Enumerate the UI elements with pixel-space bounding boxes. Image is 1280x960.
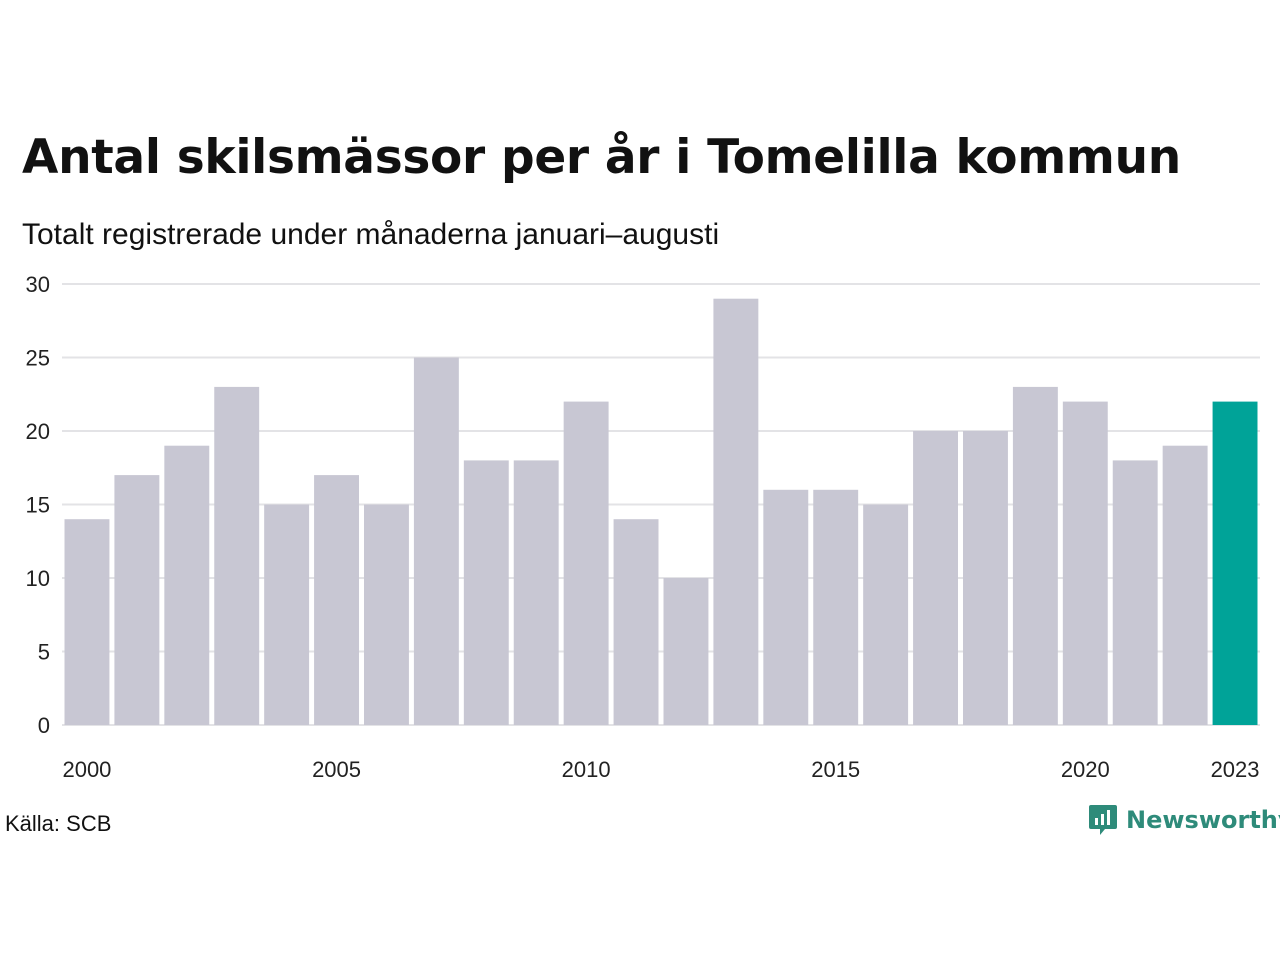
- bar-2014: [763, 489, 809, 725]
- brand-name: Newsworthy: [1126, 806, 1280, 834]
- bar-2012: [663, 578, 709, 725]
- bar-2017: [913, 431, 958, 725]
- grid-lines: [62, 283, 1260, 726]
- x-tick-label: 2000: [62, 757, 111, 782]
- bar-2016: [863, 504, 909, 725]
- bar-2002: [164, 445, 210, 725]
- y-tick-label: 15: [26, 493, 50, 518]
- y-tick-label: 0: [38, 713, 50, 738]
- bar-2007: [413, 357, 459, 725]
- bar-2013: [713, 298, 759, 725]
- bar-2018: [963, 431, 1008, 725]
- y-tick-label: 25: [26, 346, 50, 371]
- bar-2008: [463, 460, 509, 725]
- bar-2021: [1112, 460, 1158, 725]
- x-axis-ticks: 2000 2005 2010 2015 2020 2023: [62, 757, 1259, 782]
- bar-2000: [64, 519, 110, 725]
- x-tick-label: 2015: [811, 757, 860, 782]
- source-note: Källa: SCB: [5, 811, 112, 836]
- x-tick-label: 2020: [1061, 757, 1110, 782]
- y-axis-ticks: 0 5 10 15 20 25 30: [26, 272, 50, 738]
- y-tick-label: 30: [26, 272, 50, 297]
- bar-2001: [114, 475, 160, 725]
- bar-2010: [563, 401, 609, 725]
- bar-2009: [513, 460, 559, 725]
- y-tick-label: 5: [38, 640, 50, 665]
- chart-subtitle: Totalt registrerade under månaderna janu…: [22, 218, 720, 251]
- y-tick-label: 20: [26, 419, 50, 444]
- chart-title: Antal skilsmässor per år i Tomelilla kom…: [22, 130, 1181, 185]
- bar-2004: [264, 504, 310, 725]
- bars: [64, 298, 1258, 725]
- newsworthy-logo-icon: [1089, 805, 1117, 835]
- bar-2006: [364, 504, 409, 725]
- x-tick-label: 2023: [1211, 757, 1260, 782]
- bar-2023: [1212, 401, 1258, 725]
- bar-2019: [1012, 386, 1058, 725]
- bar-2003: [214, 386, 260, 725]
- brand-logo: Newsworthy: [1088, 803, 1280, 837]
- bar-2022: [1162, 445, 1208, 725]
- bar-2015: [813, 489, 859, 725]
- y-tick-label: 10: [26, 566, 50, 591]
- x-tick-label: 2010: [562, 757, 611, 782]
- bar-2020: [1062, 401, 1108, 725]
- x-tick-label: 2005: [312, 757, 361, 782]
- bar-2011: [613, 519, 659, 725]
- bar-2005: [314, 475, 359, 725]
